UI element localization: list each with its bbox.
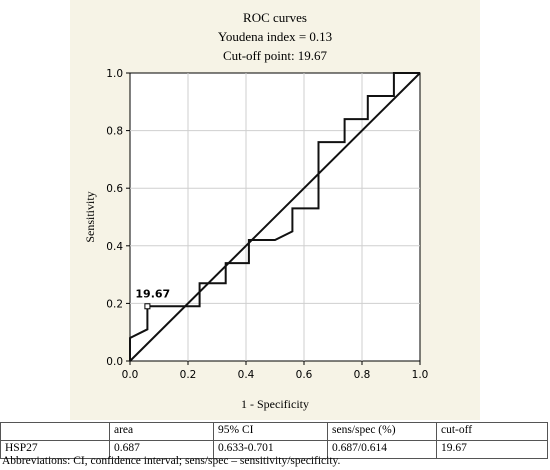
- y-tick-label: 0.0: [106, 356, 123, 368]
- x-tick-label: 0.0: [122, 369, 139, 381]
- series-layer: 19.67: [129, 72, 421, 362]
- table-header-cell: 95% CI: [213, 422, 328, 441]
- table-cell: 19.67: [436, 440, 548, 459]
- table-row: HSP27 0.687 0.633-0.701 0.687/0.614 19.6…: [0, 440, 548, 459]
- x-tick-label: 0.6: [296, 369, 313, 381]
- roc-chart: ROC curves Youdena index = 0.13 Cut-off …: [70, 0, 480, 420]
- x-tick-label: 0.8: [354, 369, 371, 381]
- cutoff-point-label: Cut-off point: 19.67: [223, 48, 328, 63]
- x-tick-label: 0.2: [180, 369, 197, 381]
- table-cell: 0.687: [109, 440, 214, 459]
- y-tick-label: 0.4: [106, 241, 123, 253]
- y-tick-label: 0.8: [106, 126, 123, 138]
- footnote: Abbreviations: CI, confidence interval; …: [2, 455, 341, 467]
- grid-layer: [130, 73, 420, 361]
- table-header-cell: [0, 422, 110, 441]
- x-axis-label: 1 - Specificity: [241, 397, 309, 411]
- stats-table: area 95% CI sens/spec (%) cut-off HSP27 …: [0, 422, 548, 459]
- table-header-cell: sens/spec (%): [327, 422, 437, 441]
- table-cell: HSP27: [0, 440, 110, 459]
- chart-title: ROC curves: [243, 10, 307, 25]
- cutoff-point-annotation: 19.67: [135, 287, 170, 300]
- y-axis-label: Sensitivity: [83, 191, 97, 242]
- tick-layer: 0.0 0.2 0.4 0.6 0.8 1.0 0.0 0.2 0.4 0.6 0.8 1.0: [106, 68, 428, 381]
- table-header-cell: cut-off: [436, 422, 548, 441]
- reference-diagonal-line: [129, 72, 421, 362]
- x-tick-label: 1.0: [412, 369, 429, 381]
- table-header-cell: area: [109, 422, 214, 441]
- roc-curve-line: [129, 72, 420, 361]
- table-cell: 0.687/0.614: [327, 440, 437, 459]
- y-tick-label: 0.6: [106, 183, 123, 195]
- table-header-row: area 95% CI sens/spec (%) cut-off: [0, 422, 548, 441]
- y-tick-label: 0.2: [106, 298, 123, 310]
- x-tick-label: 0.4: [238, 369, 255, 381]
- table-cell: 0.633-0.701: [213, 440, 328, 459]
- roc-chart-svg: ROC curves Youdena index = 0.13 Cut-off …: [83, 10, 428, 411]
- youden-index-label: Youdena index = 0.13: [218, 29, 332, 44]
- cutoff-point-marker: [144, 303, 151, 310]
- y-tick-label: 1.0: [106, 68, 123, 80]
